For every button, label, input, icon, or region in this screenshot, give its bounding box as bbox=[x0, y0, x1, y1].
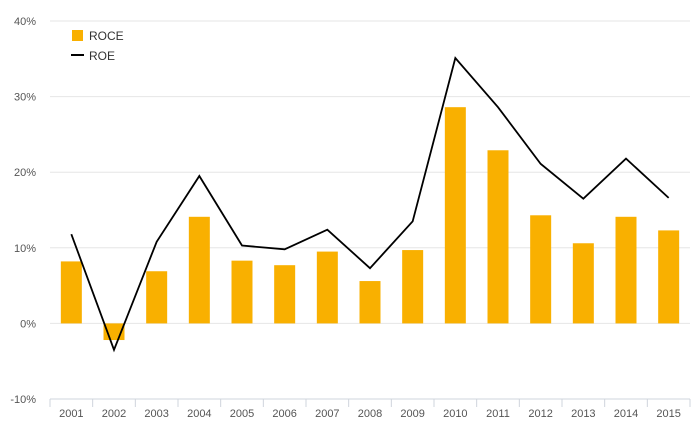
y-tick-label: 0% bbox=[20, 318, 36, 330]
x-tick-label: 2002 bbox=[102, 408, 126, 420]
legend-roce-label: ROCE bbox=[89, 29, 124, 43]
roce-bar bbox=[530, 215, 552, 324]
x-tick-label: 2007 bbox=[315, 408, 339, 420]
x-tick-label: 2004 bbox=[187, 408, 211, 420]
x-tick-label: 2001 bbox=[59, 408, 83, 420]
x-tick-label: 2009 bbox=[400, 408, 424, 420]
roce-bar bbox=[487, 150, 509, 324]
x-tick-label: 2013 bbox=[571, 408, 595, 420]
roce-bar bbox=[274, 265, 296, 324]
y-axis: 40% 30% 20% 10% 0% -10% bbox=[10, 16, 36, 406]
y-tick-label: -10% bbox=[10, 394, 36, 406]
x-tick-label: 2003 bbox=[144, 408, 168, 420]
x-tick-label: 2014 bbox=[614, 408, 638, 420]
y-tick-label: 20% bbox=[14, 167, 36, 179]
roce-bars bbox=[60, 107, 680, 341]
y-tick-label: 40% bbox=[14, 16, 36, 28]
roce-bar bbox=[146, 271, 168, 324]
roce-bar bbox=[188, 216, 210, 324]
x-tick-label: 2008 bbox=[358, 408, 382, 420]
roce-bar bbox=[572, 243, 594, 324]
roce-bar bbox=[402, 250, 424, 324]
y-tick-label: 30% bbox=[14, 92, 36, 104]
roe-line bbox=[70, 56, 670, 353]
x-tick-label: 2015 bbox=[656, 408, 680, 420]
x-tick-label: 2011 bbox=[486, 408, 510, 420]
roce-bar bbox=[316, 251, 338, 324]
roce-bar bbox=[658, 230, 680, 324]
legend-roe-label: ROE bbox=[89, 49, 115, 63]
roce-bar bbox=[615, 216, 637, 324]
legend: ROCE ROE bbox=[71, 29, 124, 63]
x-tick-label: 2006 bbox=[272, 408, 296, 420]
roce-bar bbox=[231, 260, 253, 324]
roce-bar bbox=[359, 281, 381, 324]
legend-roce-swatch bbox=[72, 30, 83, 41]
roe-line-group bbox=[70, 56, 670, 353]
x-axis: 2001 2002 2003 2004 2005 2006 2007 2008 2009 2010… bbox=[49, 398, 691, 420]
x-tick-label: 2012 bbox=[528, 408, 552, 420]
roce-bar bbox=[444, 107, 466, 324]
x-tick-label: 2010 bbox=[443, 408, 467, 420]
x-tick-label: 2005 bbox=[230, 408, 254, 420]
grid-lines bbox=[50, 20, 690, 324]
y-tick-label: 10% bbox=[14, 243, 36, 255]
roce-bar bbox=[60, 261, 82, 324]
